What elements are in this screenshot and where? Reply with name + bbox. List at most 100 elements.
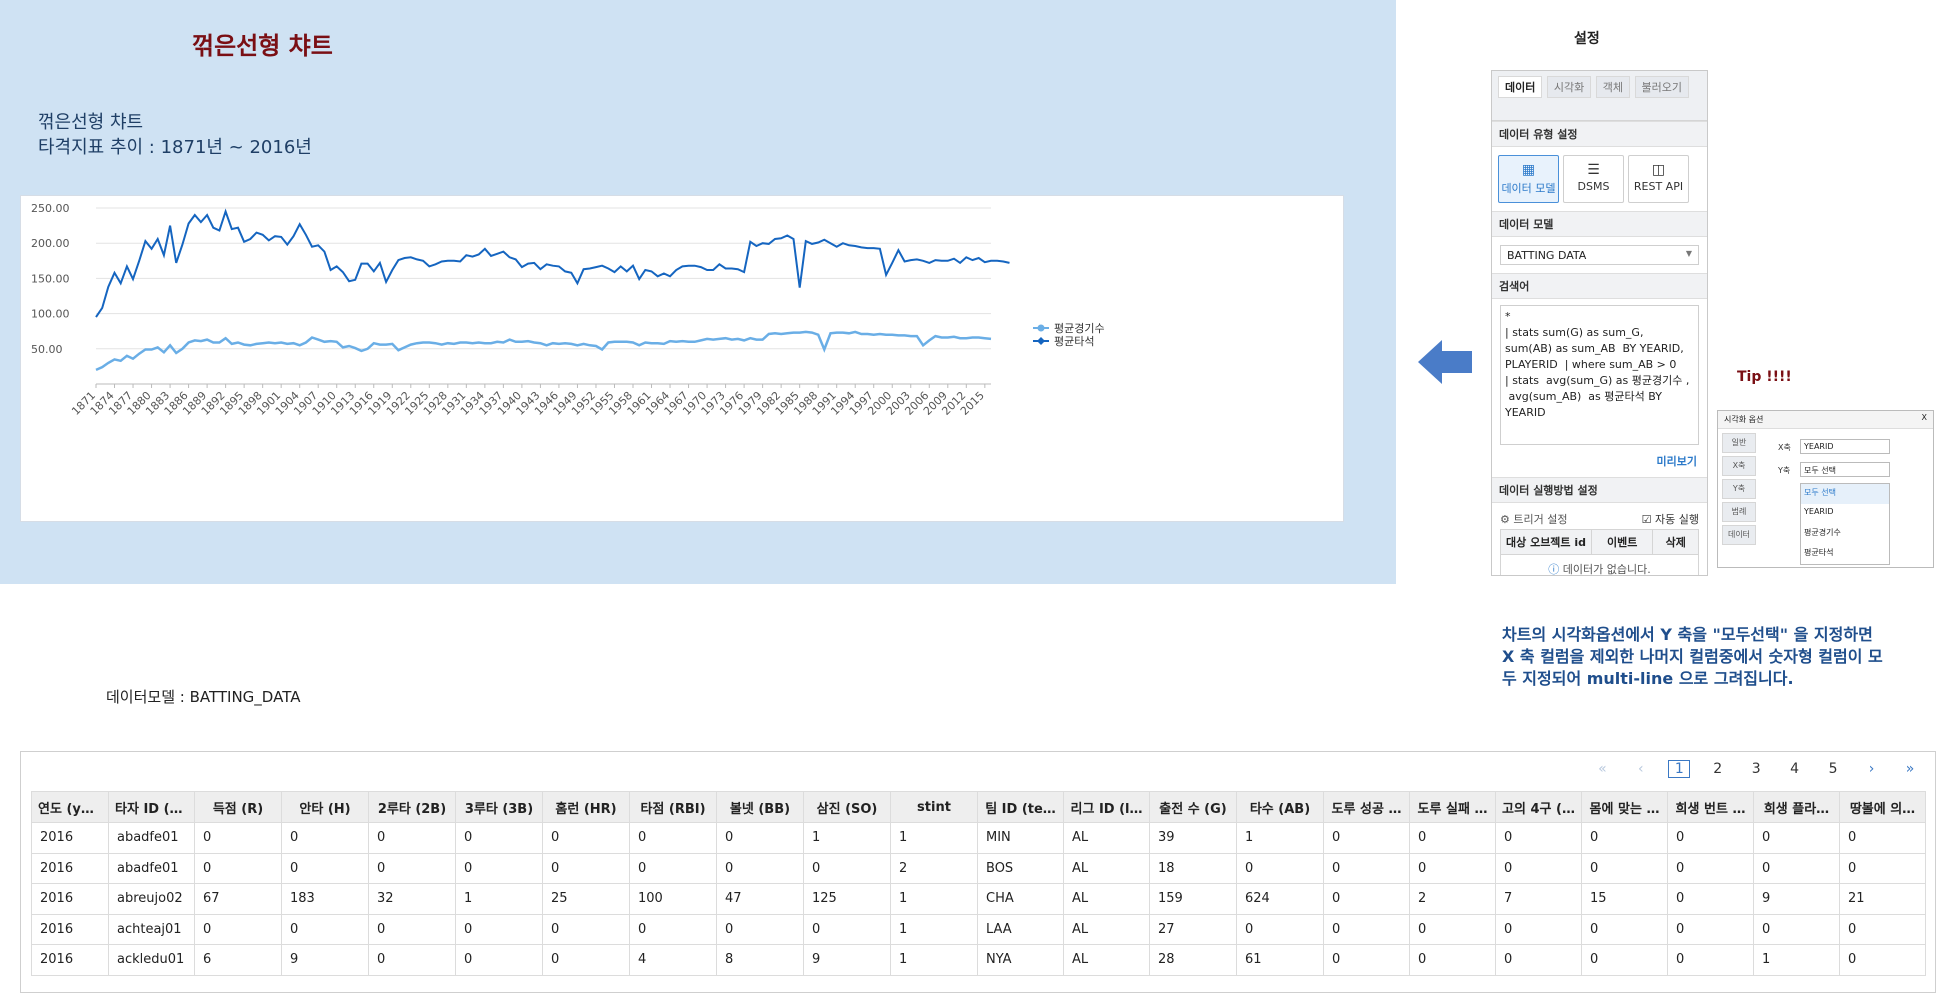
table-cell: 0 [1581,913,1668,945]
mini-y-option[interactable]: YEARID [1804,507,1834,516]
table-cell: 1 [890,944,978,976]
table-column-header[interactable]: 희생 플라… [1753,791,1840,823]
table-cell: 159 [1149,883,1237,915]
table-cell: 9 [803,944,891,976]
legend-label-2: 평균타석 [1054,335,1094,348]
table-column-header[interactable]: 볼넷 (BB) [716,791,804,823]
table-column-header[interactable]: 득점 (R) [194,791,282,823]
table-column-header[interactable]: 안타 (H) [281,791,369,823]
table-column-header[interactable]: 삼진 (SO) [803,791,891,823]
exec-header: 데이터 실행방법 설정 [1492,477,1707,503]
pager-page-1[interactable]: 1 [1668,760,1691,778]
query-header: 검색어 [1492,273,1707,299]
table-row[interactable]: 2016 abadfe01 0 0 0 0 0 0 0 1 1 MIN AL 39 1 0 0 0 0 0 0 0 [31,822,1926,854]
mini-y-options: 모두 선택 YEARID 평균경기수 평균타석 [1800,483,1890,565]
table-column-header[interactable]: 연도 (y… [31,791,109,823]
table-column-header[interactable]: 2루타 (2B) [368,791,456,823]
tab-load[interactable]: 불러오기 [1634,76,1689,98]
table-column-header[interactable]: 도루 실패 … [1409,791,1496,823]
tab-object[interactable]: 객체 [1595,76,1630,98]
table-column-header[interactable]: 땅볼에 의… [1839,791,1926,823]
table-cell: 61 [1236,944,1324,976]
mini-tab-general[interactable]: 일반 [1722,433,1756,453]
table-column-header[interactable]: 타수 (AB) [1236,791,1324,823]
table-cell: 9 [1753,883,1840,915]
legend-marker-diamond [1037,337,1045,345]
table-column-header[interactable]: 3루타 (3B) [455,791,543,823]
data-model-select[interactable]: BATTING DATA ▼ [1500,245,1699,265]
data-type-dsms-label: DSMS [1577,180,1610,193]
mini-title: 시각화 옵션 [1724,415,1764,424]
pager-last-button[interactable]: » [1905,761,1915,777]
table-column-header[interactable]: 도루 성공 … [1323,791,1410,823]
pager-page-4[interactable]: 4 [1790,761,1800,777]
data-model-header: 데이터 모델 [1492,211,1707,237]
pager-page-3[interactable]: 3 [1751,761,1761,777]
mini-y-option[interactable]: 모두 선택 [1801,484,1889,504]
pager-prev-button[interactable]: ‹ [1638,761,1644,777]
table-cell: 1 [1236,822,1324,854]
batting-data-table: 연도 (y… 타자 ID (… 득점 (R) 안타 (H) 2루타 (2B) 3루타 (3… [31,791,1926,976]
tab-visualization[interactable]: 시각화 [1546,76,1592,98]
table-cell: 0 [1839,822,1926,854]
pager-page-2[interactable]: 2 [1713,761,1723,777]
data-type-rest-button[interactable]: ◫ REST API [1628,155,1689,203]
tab-data[interactable]: 데이터 [1498,76,1543,98]
mini-y-option[interactable]: 평균타석 [1804,548,1834,557]
table-row[interactable]: 2016 abreujo02 67 183 32 1 25 100 47 125 1 CHA AL 159… [31,883,1926,915]
mini-y-value: 모두 선택 [1804,466,1836,475]
table-column-header[interactable]: 홈런 (HR) [542,791,630,823]
table-column-header[interactable]: 고의 4구 (… [1495,791,1582,823]
table-column-header[interactable]: 몸에 맞는 … [1581,791,1668,823]
data-type-options: ▦ 데이터 모델 ☰ DSMS ◫ REST API [1492,147,1707,211]
data-type-dsms-button[interactable]: ☰ DSMS [1563,155,1624,203]
table-column-header[interactable]: 팀 ID (te… [977,791,1064,823]
close-icon[interactable]: X [1921,413,1927,422]
mini-tab-data[interactable]: 데이터 [1722,525,1756,545]
table-cell: 0 [1495,944,1582,976]
table-row[interactable]: 2016 ackledu01 6 9 0 0 0 4 8 9 1 NYA AL 28 61 0 0 0 0 0 1 0 [31,944,1926,976]
note-line: X 축 컬럼을 제외한 나머지 컬럼중에서 숫자형 컬럼이 모 [1502,647,1883,666]
table-column-header[interactable]: 리그 ID (l… [1063,791,1150,823]
pager-page-5[interactable]: 5 [1828,761,1838,777]
table-cell: 1 [890,913,978,945]
event-col-delete: 삭제 [1665,536,1686,549]
auto-exec-checkbox[interactable]: ☑ 자동 실행 [1642,511,1699,527]
y-tick-label: 100.00 [31,308,70,321]
table-cell: 0 [368,852,456,884]
mini-tab-legend[interactable]: 범례 [1722,502,1756,522]
mini-x-value: YEARID [1804,442,1834,451]
table-cell: 0 [1667,852,1754,884]
table-column-header[interactable]: 희생 번트 … [1667,791,1754,823]
query-textarea[interactable]: * | stats sum(G) as sum_G, sum(AB) as su… [1500,305,1699,445]
data-type-model-button[interactable]: ▦ 데이터 모델 [1498,155,1559,203]
trigger-setting-link[interactable]: 트리거 설정 [1513,513,1568,526]
table-cell: 0 [1581,852,1668,884]
api-icon: ◫ [1651,162,1666,178]
table-row[interactable]: 2016 achteaj01 0 0 0 0 0 0 0 0 1 LAA AL 27 0 0 0 0 0 0 0 0 [31,913,1926,945]
table-header-row: 연도 (y… 타자 ID (… 득점 (R) 안타 (H) 2루타 (2B) 3루타 (3… [31,791,1926,823]
table-cell: AL [1063,822,1150,854]
data-model-label: 데이터모델 : BATTING_DATA [106,688,301,706]
table-cell: 32 [368,883,456,915]
pager-next-button[interactable]: › [1868,761,1875,777]
table-cell: 0 [1839,944,1926,976]
table-column-header[interactable]: 타자 ID (… [108,791,195,823]
legend-marker-circle [1037,324,1045,332]
table-column-header[interactable]: 출전 수 (G) [1149,791,1237,823]
table-cell: AL [1063,883,1150,915]
preview-link[interactable]: 미리보기 [1656,455,1697,468]
table-cell: CHA [977,883,1064,915]
table-column-header[interactable]: stint [890,791,978,823]
mini-y-option[interactable]: 평균경기수 [1804,528,1841,537]
mini-tab-x[interactable]: X축 [1722,456,1756,476]
table-cell: 0 [1753,913,1840,945]
mini-tab-y[interactable]: Y축 [1722,479,1756,499]
table-column-header[interactable]: 타점 (RBI) [629,791,717,823]
pager-first-button[interactable]: « [1598,761,1607,777]
table-row[interactable]: 2016 abadfe01 0 0 0 0 0 0 0 0 2 BOS AL 18 0 0 0 0 0 0 0 0 [31,852,1926,884]
mini-y-select[interactable]: 모두 선택 [1800,462,1890,477]
table-cell: 0 [629,913,717,945]
arrow-left-icon [1418,340,1472,384]
mini-x-select[interactable]: YEARID [1800,439,1890,454]
